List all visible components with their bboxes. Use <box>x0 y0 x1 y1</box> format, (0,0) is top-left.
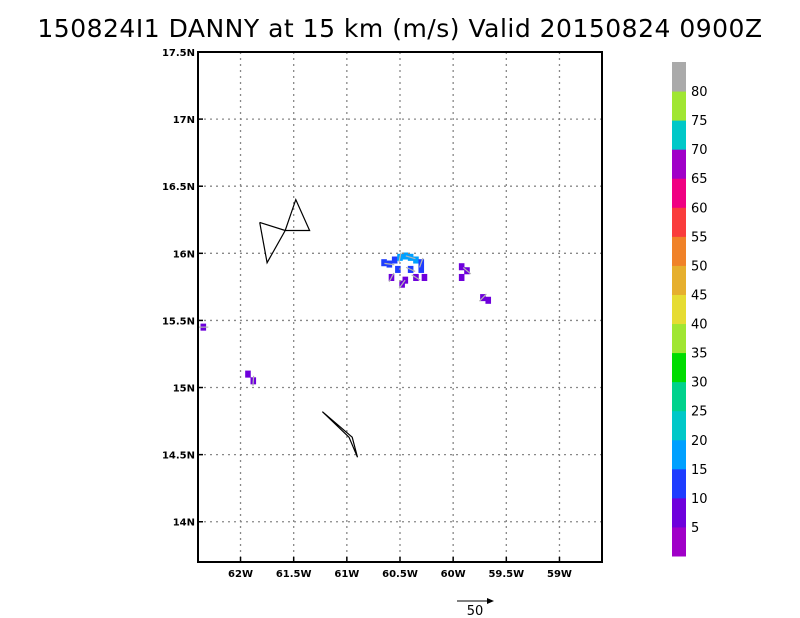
wind-cell <box>391 256 398 264</box>
y-tick-label: 15.5N <box>162 316 195 327</box>
colorbar-swatch <box>672 439 686 470</box>
y-tick-label: 14.5N <box>162 451 195 462</box>
wind-arrow <box>388 272 395 283</box>
colorbar-swatch <box>672 236 686 266</box>
colorbar-label: 30 <box>691 376 708 391</box>
colorbar-swatch <box>672 352 686 383</box>
colorbar-label: 25 <box>691 405 708 420</box>
x-tick-label: 60.5W <box>382 569 418 580</box>
colorbar-label: 80 <box>691 85 708 100</box>
wind-cell <box>402 276 409 284</box>
grid-layer <box>198 51 602 562</box>
y-axis: 14N 14.5N 15N 15.5N 16N 16.5N 17N 17.5N <box>162 48 203 529</box>
colorbar-swatch <box>672 526 686 557</box>
wind-arrow <box>398 279 406 289</box>
wind-arrow <box>405 266 416 273</box>
wind-cell <box>381 259 387 267</box>
y-tick-label: 16N <box>173 249 195 260</box>
colorbar-swatch <box>672 91 686 121</box>
y-tick-label: 15N <box>173 384 195 395</box>
wind-cell <box>413 256 419 264</box>
island-outline <box>321 411 359 458</box>
wind-arrow <box>398 252 402 263</box>
colorbar-swatch <box>672 294 686 325</box>
wind-arrow <box>252 375 255 386</box>
y-tick-label: 17N <box>173 115 195 126</box>
colorbar-swatch <box>672 62 686 92</box>
wind-arrow <box>462 267 472 275</box>
x-tick-label: 61W <box>334 569 359 580</box>
colorbar-swatch <box>672 178 686 208</box>
reference-vector: 50 <box>457 598 494 618</box>
colorbar-label: 15 <box>691 463 708 478</box>
colorbar-label: 20 <box>691 434 708 449</box>
colorbar-swatch <box>672 120 686 150</box>
colorbar-swatch <box>672 207 686 237</box>
wind-cells-layer <box>200 252 492 385</box>
colorbar-label: 45 <box>691 288 708 303</box>
colorbar-label: 60 <box>691 201 708 216</box>
colorbar-label: 55 <box>691 230 708 245</box>
wind-cell <box>485 296 492 304</box>
reference-vector-label: 50 <box>467 604 484 618</box>
colorbar: 5 10 15 20 25 30 35 40 45 50 55 60 65 70 75 80 <box>672 62 708 557</box>
wind-cell <box>421 273 428 281</box>
colorbar-label: 35 <box>691 347 708 362</box>
colorbar-swatch <box>672 323 686 354</box>
island-outline <box>259 197 311 265</box>
chart-title: 150824I1 DANNY at 15 km (m/s) Valid 2015… <box>37 14 763 43</box>
wind-cell <box>395 265 401 273</box>
colorbar-label: 65 <box>691 172 708 187</box>
colorbar-swatch <box>672 410 686 441</box>
colorbar-label: 5 <box>691 521 699 536</box>
wind-cell <box>418 265 425 273</box>
colorbar-label: 40 <box>691 318 708 333</box>
wind-arrow <box>418 257 424 268</box>
colorbar-swatch <box>672 381 686 412</box>
x-tick-label: 61.5W <box>276 569 312 580</box>
wind-arrow <box>479 293 487 302</box>
wind-cell <box>458 263 465 271</box>
colorbar-swatch <box>672 468 686 499</box>
y-tick-label: 14N <box>173 518 195 529</box>
wind-arrow <box>405 255 416 260</box>
island-outlines-layer <box>259 197 359 458</box>
wind-cell <box>458 273 465 281</box>
wind-arrow <box>411 274 421 281</box>
y-tick-label: 17.5N <box>162 48 195 59</box>
wind-arrow <box>384 262 395 266</box>
x-axis: 62W 61.5W 61W 60.5W 60W 59.5W 59W <box>228 557 572 580</box>
colorbar-swatch <box>672 265 686 295</box>
colorbar-label: 75 <box>691 114 708 129</box>
x-tick-label: 59.5W <box>488 569 524 580</box>
wind-cell <box>245 370 251 378</box>
wind-cell <box>402 252 409 260</box>
wind-arrows-layer <box>198 252 487 386</box>
colorbar-swatch <box>672 497 686 528</box>
x-tick-label: 60W <box>441 569 466 580</box>
x-tick-label: 62W <box>228 569 253 580</box>
colorbar-label: 70 <box>691 143 708 158</box>
y-tick-label: 16.5N <box>162 182 195 193</box>
colorbar-swatch <box>672 149 686 179</box>
x-tick-label: 59W <box>547 569 572 580</box>
colorbar-label: 50 <box>691 259 708 274</box>
colorbar-label: 10 <box>691 492 708 507</box>
reference-vector-head <box>487 598 494 604</box>
